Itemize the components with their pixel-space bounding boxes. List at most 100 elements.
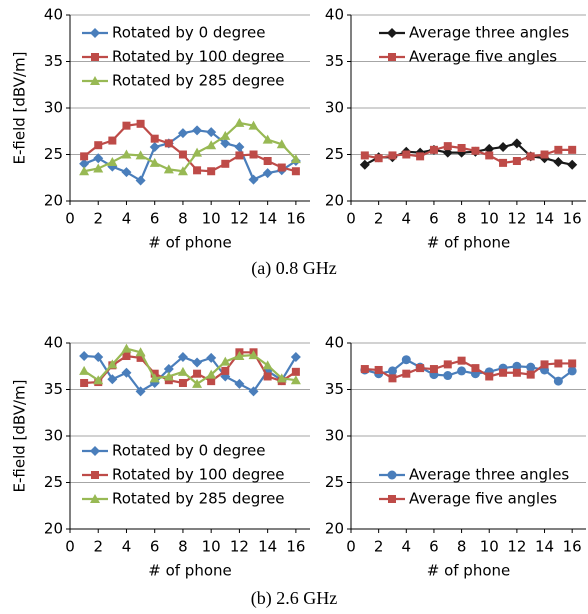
y-tick-label: 35 [325,380,344,398]
data-point [291,167,300,176]
x-tick-label: 12 [230,210,249,228]
data-point [192,357,203,368]
data-point [442,147,453,158]
data-point [262,360,273,370]
legend-label: Rotated by 100 degree [112,466,285,484]
data-point [107,374,118,385]
x-tick-label: 2 [93,210,103,228]
data-point [262,168,273,179]
data-point [164,139,173,148]
data-point [121,167,132,178]
data-point [360,151,369,160]
x-tick-label: 2 [374,210,384,228]
y-axis-label: E-field [dBV/m] [11,379,29,492]
data-point [235,151,244,160]
data-point [526,152,535,161]
y-tick-label: 25 [44,473,63,491]
data-point [401,355,411,365]
data-point [178,378,187,387]
y-tick-label: 35 [325,52,344,70]
x-tick-label: 0 [346,210,356,228]
data-point [80,378,89,387]
data-point [234,117,245,127]
legend-marker [90,494,100,503]
data-point [121,343,132,353]
x-tick-label: 10 [202,538,221,556]
x-tick-label: 10 [480,538,499,556]
x-tick-label: 12 [507,538,526,556]
caption: (a) 0.8 GHz [251,258,336,279]
data-point [163,164,174,174]
data-point [511,138,522,149]
y-tick-label: 20 [44,520,63,538]
legend-marker [90,446,100,456]
data-point [360,365,369,374]
legend-label: Average five angles [409,48,557,66]
y-tick-label: 40 [44,334,63,352]
data-point [290,351,301,362]
data-point [177,351,188,362]
x-tick-label: 0 [65,210,75,228]
x-tick-label: 8 [178,210,188,228]
data-point [387,366,397,376]
series-line [84,354,297,393]
data-point [122,121,131,130]
data-point [107,359,118,369]
y-tick-label: 20 [44,192,63,210]
y-tick-label: 30 [44,427,63,445]
data-point [79,365,90,375]
y-tick-label: 20 [325,192,344,210]
x-tick-label: 14 [535,538,554,556]
data-point [567,366,577,376]
data-point [553,156,564,167]
x-axis-label: # of phone [427,562,511,580]
y-axis-label: E-field [dBV/m] [11,51,29,164]
data-point [248,350,259,360]
x-tick-label: 6 [429,538,439,556]
data-point [135,150,146,160]
data-point [429,365,438,374]
data-point [177,366,188,376]
x-tick-label: 6 [150,210,160,228]
y-tick-label: 25 [325,145,344,163]
data-point [79,351,90,362]
data-point [512,361,522,371]
legend-label: Average five angles [409,490,557,508]
y-tick-label: 25 [44,145,63,163]
data-point [290,154,301,164]
x-tick-label: 4 [122,210,132,228]
x-tick-label: 0 [346,538,356,556]
data-point [221,159,230,168]
legend-marker [91,471,99,479]
data-point [249,150,258,159]
data-point [178,150,187,159]
data-point [135,175,146,186]
data-point [149,142,160,153]
legend-label: Rotated by 0 degree [112,24,265,42]
data-point [443,360,452,369]
data-point [276,139,287,149]
data-point [193,369,202,378]
data-point [135,386,146,397]
legend-marker [90,28,100,38]
data-point [416,152,425,161]
y-tick-label: 20 [325,520,344,538]
data-point [568,145,577,154]
x-tick-label: 8 [457,210,467,228]
data-point [402,369,411,378]
x-tick-label: 4 [402,210,412,228]
data-point [485,151,494,160]
data-point [149,157,160,167]
series-line [364,145,573,165]
data-point [526,370,535,379]
data-point [121,149,132,159]
data-point [457,143,466,152]
data-point [135,347,146,357]
y-tick-label: 35 [44,380,63,398]
data-point [79,158,90,169]
data-point [359,159,370,170]
series-line [83,121,297,173]
data-point [121,367,132,378]
data-point [248,174,259,185]
